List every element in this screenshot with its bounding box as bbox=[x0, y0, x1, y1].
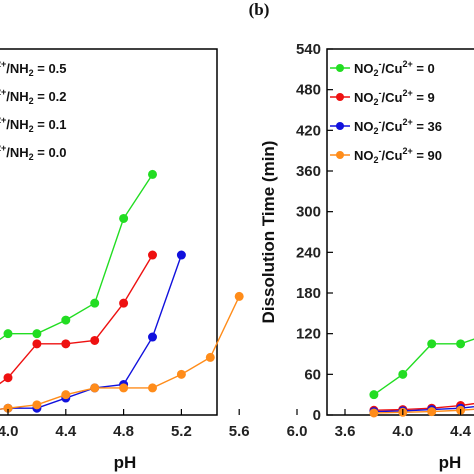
data-point bbox=[176, 250, 186, 260]
legend-marker bbox=[336, 151, 344, 159]
data-point bbox=[205, 352, 215, 362]
data-point bbox=[427, 339, 437, 349]
legend-label: NO2-/Cu2+ = 0 bbox=[354, 59, 435, 78]
y-tick-label: 420 bbox=[296, 122, 321, 139]
y-ticks-b: 0 60 120 180 240 300 360 420 480 540 bbox=[296, 41, 333, 424]
x-axis-label-a: pH bbox=[114, 453, 137, 472]
x-tick-label: 4.0 bbox=[392, 423, 413, 440]
series-0 bbox=[0, 169, 157, 341]
legend-b: NO2-/Cu2+ = 0 NO2-/Cu2+ = 9 NO2-/Cu2+ = 36… bbox=[330, 59, 442, 165]
y-tick-label: 540 bbox=[296, 41, 321, 58]
legend-label: NO2-/Cu2+ = 9 bbox=[354, 88, 435, 107]
x-tick-label: 4.4 bbox=[450, 423, 472, 440]
data-point bbox=[234, 291, 244, 301]
data-point bbox=[119, 298, 129, 308]
x-tick-label: 3.6 bbox=[335, 423, 356, 440]
series-line bbox=[0, 174, 154, 341]
x-ticks-b: 3.64.04.44.8 bbox=[335, 409, 472, 440]
data-point bbox=[3, 373, 13, 383]
series-1 bbox=[0, 250, 157, 385]
data-point bbox=[427, 407, 437, 417]
legend-label: NO2-/Cu2+ = 90 bbox=[354, 146, 442, 165]
chart-panel-a: 4.04.44.85.25.66.0 u2+/NH2 = 0.5u2+/NH2 … bbox=[0, 48, 307, 472]
series-group-a bbox=[0, 169, 244, 413]
data-point bbox=[3, 329, 13, 339]
series-group-b bbox=[369, 338, 474, 418]
legend-label: u2+/NH2 = 0.0 bbox=[0, 143, 67, 162]
data-point bbox=[456, 339, 466, 349]
x-tick-label: 6.0 bbox=[287, 423, 308, 440]
x-tick-label: 4.0 bbox=[0, 423, 18, 440]
data-point bbox=[32, 400, 42, 410]
legend-entry: u2+/NH2 = 0.5 bbox=[0, 59, 67, 78]
legend-entry: NO2-/Cu2+ = 90 bbox=[330, 146, 442, 165]
data-point bbox=[32, 329, 42, 339]
legend-marker bbox=[336, 93, 344, 101]
series-line bbox=[0, 254, 154, 385]
data-point bbox=[369, 408, 379, 418]
y-tick-label: 360 bbox=[296, 163, 321, 180]
data-point bbox=[176, 369, 186, 379]
legend-label: u2+/NH2 = 0.1 bbox=[0, 115, 67, 134]
x-tick-label: 5.6 bbox=[229, 423, 250, 440]
data-point bbox=[398, 369, 408, 379]
legend-entry: NO2-/Cu2+ = 0 bbox=[330, 59, 435, 78]
legend-entry: NO2-/Cu2+ = 9 bbox=[330, 88, 435, 107]
data-point bbox=[369, 390, 379, 400]
series-line bbox=[0, 296, 240, 410]
series-0 bbox=[369, 338, 474, 400]
y-tick-label: 60 bbox=[304, 366, 321, 383]
legend-a: u2+/NH2 = 0.5 u2+/NH2 = 0.2 u2+/NH2 = 0.1 u… bbox=[0, 59, 67, 162]
data-point bbox=[148, 169, 157, 179]
data-point bbox=[90, 383, 100, 393]
data-point bbox=[90, 298, 100, 308]
legend-label: NO2-/Cu2+ = 36 bbox=[354, 117, 442, 136]
y-tick-label: 240 bbox=[296, 244, 321, 261]
x-axis-label-b: pH bbox=[439, 453, 462, 472]
legend-label: u2+/NH2 = 0.2 bbox=[0, 87, 67, 106]
legend-entry: NO2-/Cu2+ = 36 bbox=[330, 117, 442, 136]
x-tick-label: 4.4 bbox=[55, 423, 77, 440]
legend-entry: u2+/NH2 = 0.1 bbox=[0, 115, 67, 134]
data-point bbox=[61, 390, 71, 400]
data-point bbox=[119, 213, 129, 223]
y-axis-label-b: Dissolution Time (min) bbox=[259, 141, 278, 324]
data-point bbox=[148, 250, 157, 260]
panel-label-b: (b) bbox=[249, 0, 270, 19]
y-tick-label: 300 bbox=[296, 204, 321, 221]
legend-marker bbox=[336, 64, 344, 72]
y-tick-label: 480 bbox=[296, 82, 321, 99]
legend-entry: u2+/NH2 = 0.0 bbox=[0, 143, 67, 162]
legend-entry: u2+/NH2 = 0.2 bbox=[0, 87, 67, 106]
plot-frame-a bbox=[0, 48, 218, 416]
data-point bbox=[148, 332, 157, 342]
data-point bbox=[32, 339, 42, 349]
data-point bbox=[61, 339, 71, 349]
plot-frame-b bbox=[326, 48, 474, 416]
x-tick-label: 5.2 bbox=[171, 423, 192, 440]
data-point bbox=[119, 383, 129, 393]
chart-panel-b: (b) 3.64.04.44.8 06012018024030036042048… bbox=[249, 0, 474, 472]
y-tick-label: 180 bbox=[296, 285, 321, 302]
legend-marker bbox=[336, 122, 344, 130]
y-tick-label: 120 bbox=[296, 326, 321, 343]
data-point bbox=[90, 335, 100, 345]
x-tick-label: 4.8 bbox=[113, 423, 134, 440]
x-ticks-a: 4.0 4.4 4.8 5.2 5.6 6.0 bbox=[0, 409, 307, 440]
legend-label: u2+/NH2 = 0.5 bbox=[0, 59, 67, 78]
series-3 bbox=[0, 291, 244, 413]
data-point bbox=[61, 315, 71, 325]
series-line bbox=[373, 338, 474, 396]
y-tick-label: 0 bbox=[313, 407, 321, 424]
data-point bbox=[148, 383, 157, 393]
